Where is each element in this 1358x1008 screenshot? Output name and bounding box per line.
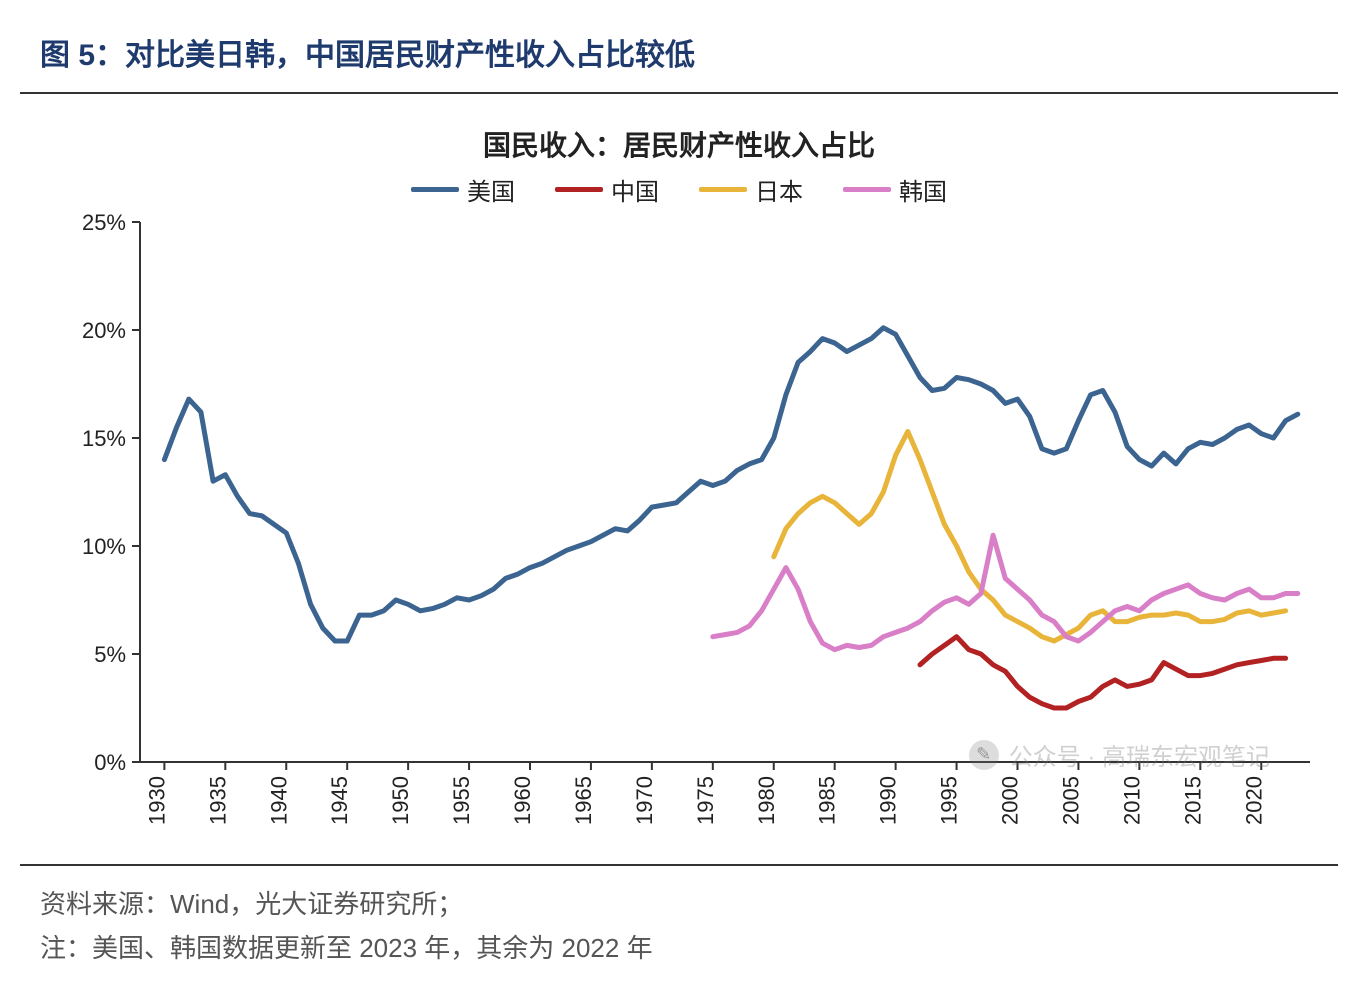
svg-text:25%: 25% (82, 212, 126, 235)
svg-text:5%: 5% (94, 642, 126, 667)
svg-text:1950: 1950 (388, 776, 413, 825)
svg-text:2005: 2005 (1058, 776, 1083, 825)
svg-text:1970: 1970 (632, 776, 657, 825)
svg-text:2015: 2015 (1180, 776, 1205, 825)
svg-text:1960: 1960 (510, 776, 535, 825)
legend-item: 美国 (411, 172, 515, 207)
legend-label: 韩国 (899, 172, 947, 207)
legend-label: 美国 (467, 172, 515, 207)
figure-title: 图 5：对比美日韩，中国居民财产性收入占比较低 (20, 20, 1338, 94)
svg-text:1955: 1955 (449, 776, 474, 825)
watermark: ✎ 公众号 · 高瑞东宏观笔记 (969, 737, 1270, 772)
legend-swatch (411, 187, 459, 192)
series-line (164, 328, 1297, 641)
svg-text:1940: 1940 (266, 776, 291, 825)
chart-legend: 美国 中国 日本 韩国 (20, 172, 1338, 207)
svg-text:1995: 1995 (937, 776, 962, 825)
legend-swatch (555, 187, 603, 192)
wechat-icon: ✎ (969, 740, 999, 770)
legend-swatch (843, 187, 891, 192)
source-line: 资料来源：Wind，光大证券研究所； (40, 882, 1338, 926)
svg-text:20%: 20% (82, 318, 126, 343)
series-line (713, 535, 1298, 650)
chart-plot: 0% 5% 10% 15% 20% 25% 1930 1935 1940 1945 1950 1955… (50, 212, 1330, 852)
svg-text:1985: 1985 (815, 776, 840, 825)
svg-text:15%: 15% (82, 426, 126, 451)
svg-text:10%: 10% (82, 534, 126, 559)
svg-text:0%: 0% (94, 750, 126, 775)
svg-text:2010: 2010 (1119, 776, 1144, 825)
series-line (774, 432, 1286, 642)
svg-text:1945: 1945 (327, 776, 352, 825)
svg-text:2000: 2000 (998, 776, 1023, 825)
svg-text:1935: 1935 (205, 776, 230, 825)
svg-text:1975: 1975 (693, 776, 718, 825)
series-line (920, 637, 1286, 708)
legend-swatch (699, 187, 747, 192)
legend-item: 韩国 (843, 172, 947, 207)
legend-label: 中国 (611, 172, 659, 207)
svg-text:1990: 1990 (876, 776, 901, 825)
svg-text:1965: 1965 (571, 776, 596, 825)
legend-item: 中国 (555, 172, 659, 207)
watermark-text: 公众号 · 高瑞东宏观笔记 (1009, 737, 1270, 772)
legend-label: 日本 (755, 172, 803, 207)
legend-item: 日本 (699, 172, 803, 207)
svg-text:1980: 1980 (754, 776, 779, 825)
note-line: 注：美国、韩国数据更新至 2023 年，其余为 2022 年 (40, 926, 1338, 970)
source-note: 资料来源：Wind，光大证券研究所； 注：美国、韩国数据更新至 2023 年，其… (20, 864, 1338, 970)
chart-title: 国民收入：居民财产性收入占比 (20, 124, 1338, 164)
svg-text:1930: 1930 (144, 776, 169, 825)
svg-text:2020: 2020 (1241, 776, 1266, 825)
